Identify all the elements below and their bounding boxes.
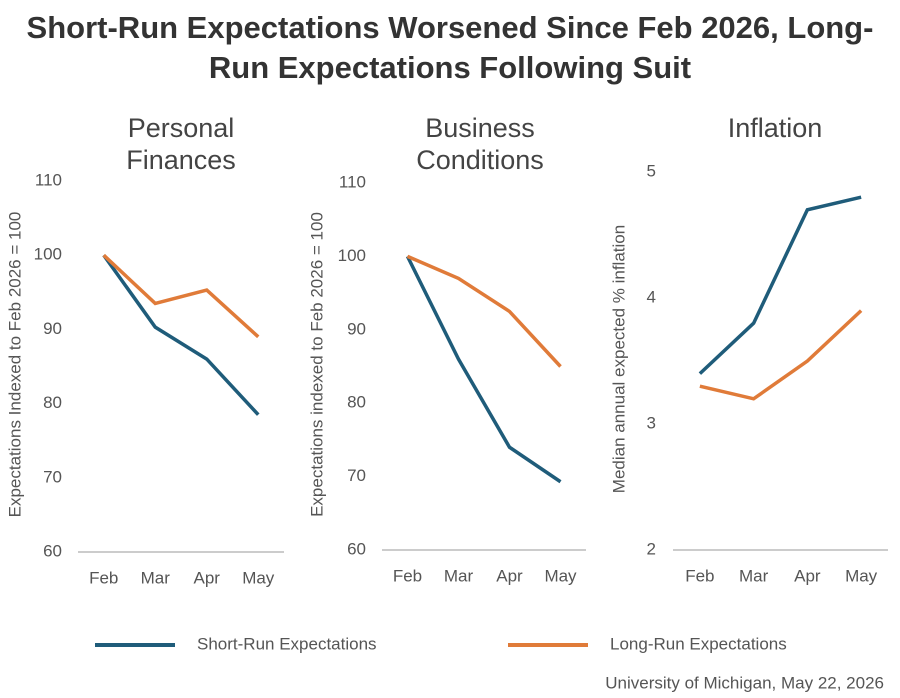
panel-title: Personal Finances (126, 113, 236, 175)
y-tick-label: 5 (647, 161, 656, 180)
y-tick-label: 3 (647, 413, 656, 432)
y-tick-label: 70 (43, 467, 62, 486)
y-axis-label: Median annual expected % inflation (609, 225, 628, 493)
x-tick-label: Apr (194, 568, 221, 587)
y-tick-label: 110 (339, 172, 366, 191)
y-tick-label: 80 (43, 393, 62, 412)
y-tick-label: 70 (347, 466, 366, 485)
series-line (406, 254, 562, 368)
x-tick-label: Apr (496, 566, 523, 585)
x-tick-label: Mar (739, 566, 769, 585)
x-tick-label: May (845, 566, 878, 585)
panel-title: Business Conditions (416, 113, 544, 175)
x-tick-label: Apr (794, 566, 821, 585)
y-tick-label: 60 (43, 541, 62, 560)
y-tick-label: 90 (43, 319, 62, 338)
series-line (699, 309, 863, 401)
y-tick-label: 110 (35, 170, 62, 189)
y-tick-label: 100 (338, 246, 366, 265)
x-tick-label: Feb (89, 568, 118, 587)
x-tick-label: May (242, 568, 275, 587)
series-line (102, 254, 260, 416)
y-tick-label: 4 (647, 287, 656, 306)
y-axis-label: Expectations indexed to Feb 2026 = 100 (307, 212, 326, 517)
y-tick-label: 2 (647, 539, 656, 558)
x-tick-label: Feb (393, 566, 422, 585)
y-tick-label: 90 (347, 319, 366, 338)
x-tick-label: May (544, 566, 577, 585)
source: University of Michigan, May 22, 2026 (605, 673, 884, 692)
y-tick-label: 80 (347, 393, 366, 412)
legend-label: Short-Run Expectations (197, 634, 377, 653)
y-axis-label: Expectations Indexed to Feb 2026 = 100 (5, 212, 24, 518)
y-tick-label: 60 (347, 539, 366, 558)
panel-title: Inflation (727, 113, 823, 143)
series-line (698, 195, 862, 375)
x-tick-label: Feb (685, 566, 714, 585)
legend-label: Long-Run Expectations (610, 634, 787, 653)
y-tick-label: 100 (34, 245, 62, 264)
x-tick-label: Mar (141, 568, 171, 587)
series-line (102, 253, 260, 339)
x-tick-label: Mar (444, 566, 474, 585)
chart-title: Short-Run Expectations Worsened Since Fe… (26, 10, 874, 85)
series-line (405, 255, 562, 484)
